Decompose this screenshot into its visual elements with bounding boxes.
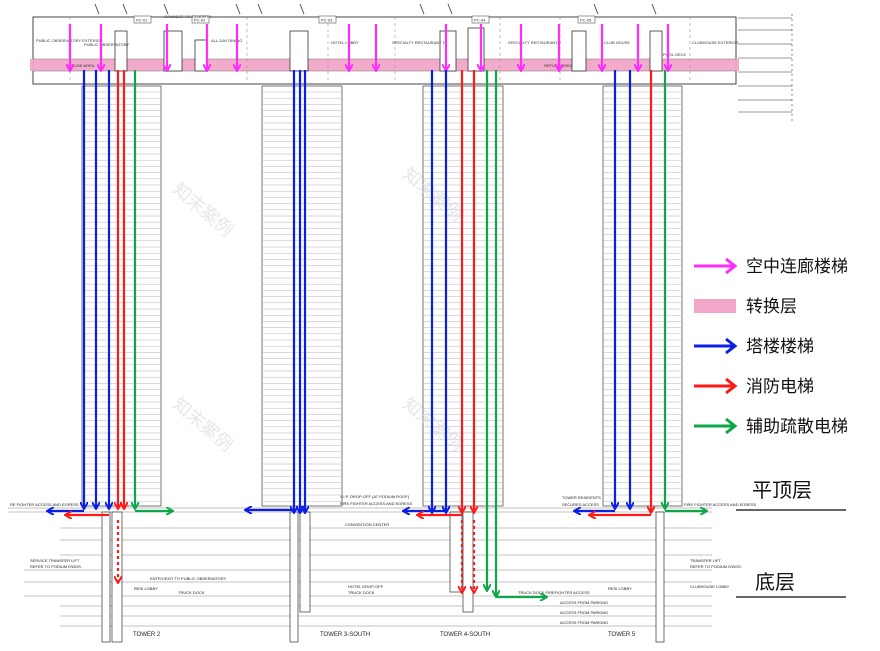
legend-item-sky-bridge-stair: 空中连廊楼梯 xyxy=(690,252,870,292)
label-clubhouse-lobby: CLUBHOUSE LOBBY xyxy=(690,584,730,589)
blue-arrow-icon xyxy=(694,337,738,355)
legend-item-fire-elevator: 消防电梯 xyxy=(690,372,870,412)
podium-lines xyxy=(8,507,712,627)
label-truck-dock-left: TRUCK DOCK xyxy=(178,590,205,595)
label-clubhouse-exterior: CLUBHOUSE EXTERIOR xyxy=(692,40,739,45)
elevation-marks xyxy=(738,14,793,122)
label-transfer-lift: TRANSFER LIFT xyxy=(690,558,721,563)
label-secured-access: SECURED ACCESS xyxy=(562,502,599,507)
label-access-parking-1: ACCESS FROM PARKING xyxy=(560,600,608,605)
legend-item-transfer-floor: 转换层 xyxy=(690,292,870,332)
legend-label: 消防电梯 xyxy=(746,377,814,397)
label-truck-dock-fire: TRUCK DOCK FIREFIGHTER ACCESS xyxy=(518,590,590,595)
label-specialty-restaurant-1: SPECIALTY RESTAURANT 1 xyxy=(392,40,446,45)
watermark: 知末案例 xyxy=(169,394,237,456)
legend-label: 塔楼楼梯 xyxy=(746,337,814,357)
legend: 空中连廊楼梯 转换层 塔楼楼梯 消防电梯 辅助疏散电梯 xyxy=(690,252,870,452)
tower-2-label: TOWER 2 xyxy=(133,632,161,638)
legend-item-tower-stair: 塔楼楼梯 xyxy=(690,332,870,372)
sky-bridge-block xyxy=(32,16,737,85)
pc-04-label: PC-04 xyxy=(474,18,486,23)
label-vip-dropoff: V.I.P. DROP-OFF (AT PODIUM ROOF) xyxy=(340,494,410,499)
label-entry-exit-observatory: ENTRY/EXIT TO PUBLIC OBSERVATORY xyxy=(150,576,227,581)
label-refer-podium-right: REFER TO PODIUM DWGS. xyxy=(690,564,742,569)
label-truck-dock-mid: TRUCK DOCK xyxy=(348,590,375,595)
legend-label: 空中连廊楼梯 xyxy=(746,257,848,277)
label-refuge-area-1: REFUGE AREA xyxy=(66,63,95,68)
roof-level-label: 平顶层 xyxy=(752,478,812,502)
label-access-parking-3: ACCESS FROM PARKING xyxy=(560,620,608,625)
tower-shaft xyxy=(81,85,162,507)
egress-arrows xyxy=(48,24,706,597)
label-club-house: CLUB HOUSE xyxy=(604,40,630,45)
legend-label: 转换层 xyxy=(746,297,797,317)
label-specialty-restaurant-2: SPECIALTY RESTAURANT 2 xyxy=(508,40,562,45)
tower-3-south-label: TOWER 3-SOUTH xyxy=(320,632,370,638)
connect-t3-label: CONNECT TO T3-NORTH xyxy=(164,14,212,19)
legend-label: 辅助疏散电梯 xyxy=(746,417,848,437)
label-pool-deck: POOL DECK xyxy=(663,52,687,57)
label-service-transfer-lift: SERVICE TRANSFER LIFT xyxy=(30,558,80,563)
legend-item-evacuation-elevator: 辅助疏散电梯 xyxy=(690,412,870,452)
label-fire-access-right: FIRE FIGHTER ACCESS AND EGRESS xyxy=(684,502,757,507)
label-convention-center: CONVENTION CENTER xyxy=(345,522,389,527)
watermark: 知末案例 xyxy=(169,179,237,241)
pc-03-label: PC-03 xyxy=(321,18,333,23)
label-resi-lobby-right: RESI LOBBY xyxy=(608,586,632,591)
label-tower-residents: TOWER RESIDENTS xyxy=(562,495,601,500)
pink-band-swatch xyxy=(694,299,736,313)
label-refer-podium-left: REFER TO PODIUM DWGS. xyxy=(30,564,82,569)
tower-4-south-label: TOWER 4-SOUTH xyxy=(440,632,490,638)
top-diagonal-marks xyxy=(94,3,657,15)
pc-01-label: PC-01 xyxy=(136,18,148,23)
ground-level-label: 底层 xyxy=(755,570,795,594)
tower-shafts xyxy=(81,85,683,507)
pc-tags xyxy=(133,15,596,24)
pc-05-label: PC-05 xyxy=(580,18,592,23)
bridge-dash-lines xyxy=(69,17,691,84)
label-all-day-dining: ALL-DAY DINING xyxy=(211,38,242,43)
tower-5-label: TOWER 5 xyxy=(608,632,636,638)
label-resi-lobby-left: RESI LOBBY xyxy=(134,586,158,591)
pc-02-label: PC-02 xyxy=(194,18,206,23)
label-fire-access-mid: FIRE FIGHTER ACCESS AND EGRESS xyxy=(340,501,413,506)
tower-shaft xyxy=(602,85,683,507)
label-public-observatory: PUBLIC OBSERVATORY xyxy=(84,42,130,47)
label-access-parking-2: ACCESS FROM PARKING xyxy=(560,610,608,615)
tower-shaft xyxy=(261,85,343,507)
label-hotel-dropoff: HOTEL DROP-OFF xyxy=(348,584,384,589)
green-arrow-icon xyxy=(694,417,738,435)
label-hotel-lobby: HOTEL LOBBY xyxy=(331,40,359,45)
transfer-floor-band xyxy=(30,59,739,71)
label-fire-access-left: RE FIGHTER ACCESS AND EGRESS xyxy=(10,502,79,507)
magenta-arrow-icon xyxy=(694,257,738,275)
red-arrow-icon xyxy=(694,377,738,395)
